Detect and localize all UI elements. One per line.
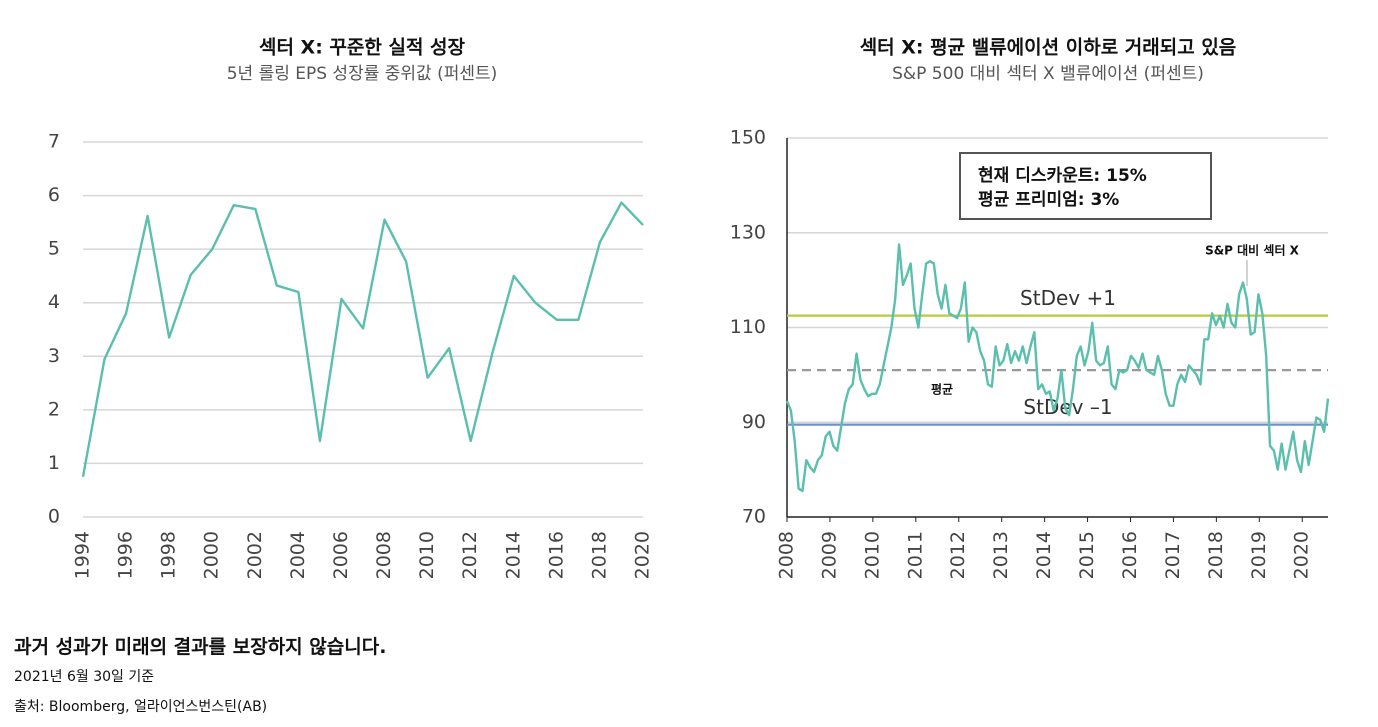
y-tick-label: 150	[730, 127, 766, 149]
x-tick-label: 2002	[244, 531, 266, 579]
x-tick-label: 2018	[588, 531, 610, 579]
y-tick-label: 4	[48, 291, 60, 313]
x-tick-label: 2009	[818, 531, 840, 579]
x-tick-label: 2015	[1076, 531, 1098, 579]
x-tick-label: 2020	[632, 531, 654, 579]
x-tick-label: 1998	[158, 531, 180, 579]
annotation-text: 평균 프리미엄: 3%	[978, 190, 1119, 210]
y-tick-label: 1	[48, 452, 60, 474]
reference-label: StDev +1	[1020, 286, 1116, 310]
x-tick-label: 1996	[115, 531, 137, 579]
x-tick-label: 2012	[459, 531, 481, 579]
x-tick-label: 2008	[373, 531, 395, 579]
x-tick-label: 2011	[904, 531, 926, 579]
data-line	[81, 201, 644, 478]
y-tick-label: 5	[48, 238, 60, 260]
chart-subtitle: S&P 500 대비 섹터 X 밸류에이션 (퍼센트)	[892, 64, 1204, 84]
x-tick-label: 2006	[330, 531, 352, 579]
y-tick-label: 2	[48, 398, 60, 420]
x-tick-label: 2019	[1248, 531, 1270, 579]
x-tick-label: 2013	[990, 531, 1012, 579]
source-note: 출처: Bloomberg, 얼라이언스번스틴(AB)	[14, 699, 268, 715]
x-tick-label: 2014	[1033, 531, 1055, 579]
x-tick-label: 2000	[201, 531, 223, 579]
chart-title: 섹터 X: 평균 밸류에이션 이하로 거래되고 있음	[860, 37, 1237, 59]
annotation-text: 현재 디스카운트: 15%	[978, 166, 1147, 186]
y-tick-label: 0	[48, 506, 60, 528]
x-tick-label: 2018	[1205, 531, 1227, 579]
y-tick-label: 90	[742, 411, 766, 433]
x-tick-label: 2004	[287, 531, 309, 579]
x-tick-label: 2014	[502, 531, 524, 579]
reference-label: 평균	[931, 383, 953, 397]
data-line	[785, 243, 1330, 493]
y-tick-label: 130	[730, 221, 766, 243]
x-tick-label: 2017	[1162, 531, 1184, 579]
x-tick-label: 2020	[1291, 531, 1313, 579]
x-tick-label: 2008	[776, 531, 798, 579]
y-tick-label: 110	[730, 316, 766, 338]
chart-title: 섹터 X: 꾸준한 실적 성장	[259, 37, 466, 59]
series-label: S&P 대비 섹터 X	[1205, 243, 1300, 258]
x-tick-label: 1994	[72, 531, 94, 579]
x-tick-label: 2010	[416, 531, 438, 579]
y-tick-label: 7	[48, 131, 60, 153]
y-tick-label: 6	[48, 184, 60, 206]
chart-subtitle: 5년 롤링 EPS 성장률 중위값 (퍼센트)	[227, 64, 498, 84]
x-tick-label: 2010	[861, 531, 883, 579]
x-tick-label: 2016	[545, 531, 567, 579]
x-tick-label: 2012	[947, 531, 969, 579]
disclaimer: 과거 성과가 미래의 결과를 보장하지 않습니다.	[14, 636, 387, 658]
annotation-box	[959, 152, 1212, 220]
y-tick-label: 3	[48, 345, 60, 367]
x-tick-label: 2016	[1119, 531, 1141, 579]
y-tick-label: 70	[742, 506, 766, 528]
date-note: 2021년 6월 30일 기준	[14, 669, 155, 685]
